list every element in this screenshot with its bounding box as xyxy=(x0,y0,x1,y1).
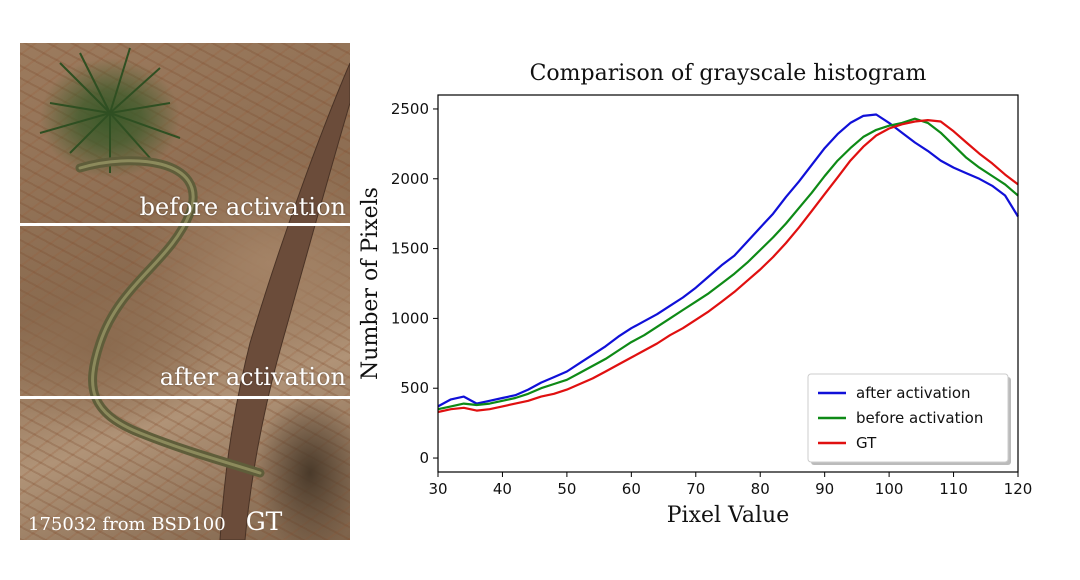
x-tick-label: 30 xyxy=(428,480,447,498)
x-axis-label: Pixel Value xyxy=(667,503,790,528)
after-activation-line xyxy=(20,396,350,399)
series-line-0 xyxy=(437,113,1019,408)
legend-box xyxy=(807,373,1009,463)
x-tick-label: 50 xyxy=(557,480,576,498)
plot-frame xyxy=(437,94,1019,473)
x-tick-label: 120 xyxy=(1004,480,1033,498)
y-tick-label: 500 xyxy=(400,379,429,397)
y-tick-label: 1500 xyxy=(391,240,429,258)
chart-title: Comparison of grayscale histogram xyxy=(529,61,927,86)
legend-label-2: GT xyxy=(856,434,877,452)
x-tick-label: 110 xyxy=(939,480,968,498)
photo-scene xyxy=(39,47,350,540)
photo-caption-gt: GT xyxy=(245,507,283,536)
x-tick-label: 80 xyxy=(751,480,770,498)
chart-canvas: 30 40 50 60 70 80 90 100 110 120 0 500 1000 1500 2000 2… xyxy=(358,94,1033,528)
after-activation-label: after activation xyxy=(159,363,346,391)
x-tick-label: 40 xyxy=(493,480,512,498)
photo-caption: 175032 from BSD100 GT xyxy=(28,507,282,536)
histogram-chart: Comparison of grayscale histogram 30 40 50… xyxy=(355,55,1055,545)
x-tick-label: 70 xyxy=(686,480,705,498)
y-tick-label: 1000 xyxy=(391,309,429,327)
series-line-1 xyxy=(437,117,1019,411)
axis-ticks: 30 40 50 60 70 80 90 100 110 120 0 500 1000 1500 2000 2… xyxy=(391,100,1033,498)
y-tick-label: 0 xyxy=(419,449,429,467)
x-tick-label: 90 xyxy=(815,480,834,498)
x-tick-label: 100 xyxy=(875,480,904,498)
y-axis-label: Number of Pixels xyxy=(358,187,383,380)
photo-caption-source: 175032 from BSD100 xyxy=(28,514,226,535)
y-tick-label: 2000 xyxy=(391,170,429,188)
series-line-2 xyxy=(437,118,1019,414)
x-tick-label: 60 xyxy=(622,480,641,498)
snake-photo: before activation after activation 17503… xyxy=(20,43,350,540)
before-activation-label: before activation xyxy=(139,193,346,221)
plot-lines xyxy=(437,113,1019,414)
legend: after activation before activation GT xyxy=(807,373,1011,465)
before-activation-line xyxy=(20,223,350,226)
legend-label-0: after activation xyxy=(856,384,971,402)
legend-label-1: before activation xyxy=(856,409,983,427)
y-tick-label: 2500 xyxy=(391,100,429,118)
